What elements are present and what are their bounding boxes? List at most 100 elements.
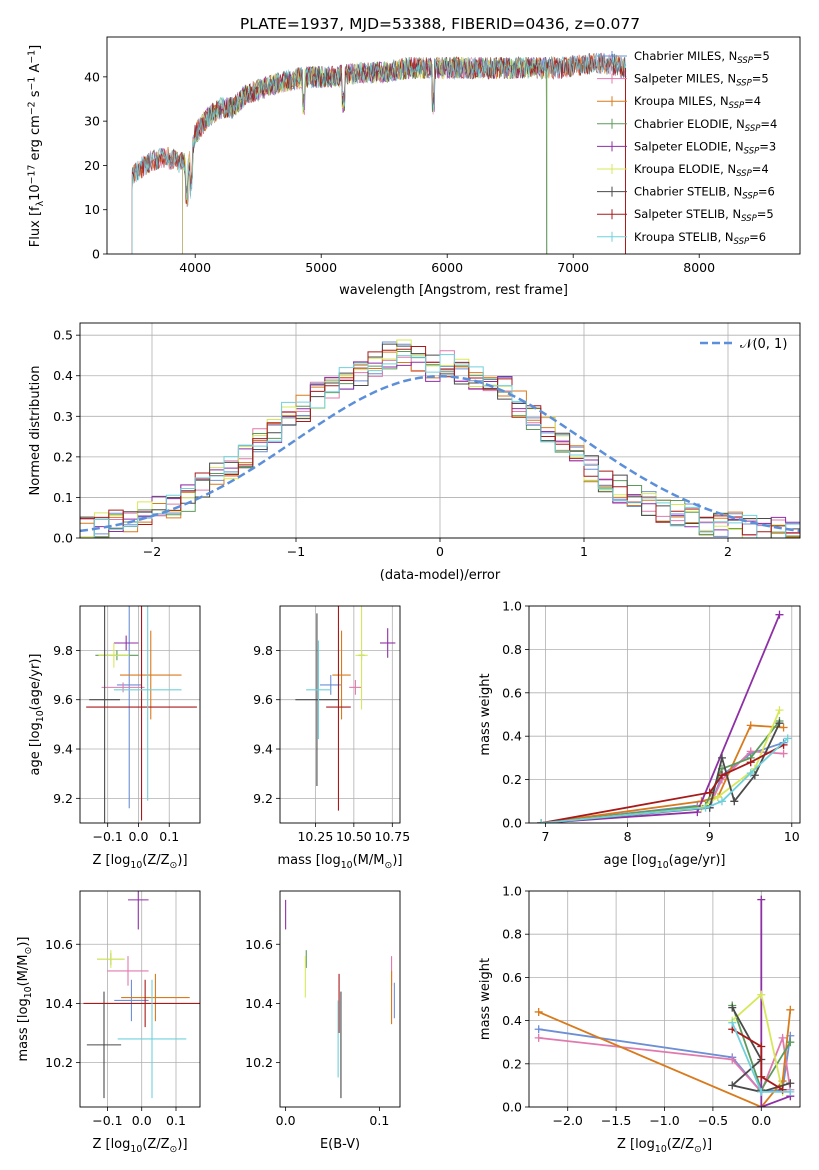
y-tick-label: 0.2 (53, 449, 73, 464)
x-axis-label: Z [log10(Z/Z⊙)] (92, 853, 187, 871)
x-tick-label: 0 (436, 544, 444, 559)
y-tick-label: 0.8 (502, 642, 522, 657)
axes-frame (528, 890, 801, 1108)
legend-label-kroupa_elodie: Kroupa ELODIE, NSSP=4 (634, 162, 769, 179)
x-tick-label: 0.0 (132, 1113, 152, 1128)
panels: 4000 5000 6000 7000 8000010203040wavelength … (16, 36, 801, 1155)
spectrum-lines (131, 52, 627, 254)
x-tick-label: 0.0 (129, 829, 149, 844)
x-tick-label: 6000 (431, 260, 463, 275)
series-marker-chabrier_stelib (728, 1003, 737, 1012)
series-marker-salpeter_stelib (717, 771, 726, 780)
series-marker-kroupa_miles (779, 723, 788, 732)
x-tick-label: 0.0 (751, 1113, 771, 1128)
x-tick-label: −0.5 (698, 1113, 728, 1128)
y-tick-label: 9.8 (253, 643, 273, 658)
legend-label-salpeter_elodie: Salpeter ELODIE, NSSP=3 (634, 139, 776, 156)
x-tick-label: −1.5 (601, 1113, 631, 1128)
spectrum-line-salpeter_miles (131, 52, 627, 254)
series-marker-salpeter_elodie (757, 895, 766, 904)
spectrum-legend: Chabrier MILES, NSSP=5 Salpeter MILES, NS… (597, 49, 777, 247)
legend-label-chabrier_elodie: Chabrier ELODIE, NSSP=4 (634, 117, 777, 134)
x-axis-label: wavelength [Angstrom, rest frame] (339, 283, 568, 298)
y-axis-label: mass weight (478, 958, 493, 1040)
series-marker-kroupa_elodie (713, 792, 722, 801)
y-tick-label: 0.6 (502, 970, 522, 985)
mass_vs_age-points (295, 606, 396, 811)
spectrum-line-chabrier_stelib (131, 53, 627, 254)
y-tick-label: 1.0 (502, 599, 522, 614)
series-marker-chabrier_miles (534, 1025, 543, 1034)
x-axis-label: age [log10(age/yr)] (604, 853, 726, 871)
spectrum-panel: 4000 5000 6000 7000 8000 0 10 20 30 40 wavelength … (26, 36, 801, 298)
age_vs_weight-panel: 7 8 9 10 0.0 0.2 0.4 0.6 0.8 1.0 age [log10(age/yr… (478, 599, 801, 871)
series-marker-chabrier_stelib (717, 753, 726, 762)
x-tick-label: 1 (580, 544, 588, 559)
series-marker-kroupa_elodie (757, 990, 766, 999)
ebv_vs_mass-points (285, 899, 395, 1099)
z_vs_age-points (86, 606, 197, 823)
axes-frame (79, 890, 201, 1108)
y-tick-label: 10 (84, 202, 100, 217)
y-tick-label: 9.8 (53, 643, 73, 658)
x-tick-label: 0.0 (276, 1113, 296, 1128)
x-axis-label: Z [log10(Z/Z⊙)] (617, 1137, 712, 1155)
spectrum-line-kroupa_stelib (131, 52, 627, 254)
y-tick-label: 0 (92, 247, 100, 262)
x-tick-label: −0.1 (92, 1113, 122, 1128)
y-tick-label: 30 (84, 114, 100, 129)
series-marker-chabrier_stelib (786, 1079, 795, 1088)
x-tick-label: 2 (724, 544, 732, 559)
y-axis-label: age [log10(age/yr)] (28, 654, 46, 776)
y-tick-label: 40 (84, 69, 100, 84)
y-tick-label: 10.4 (245, 996, 273, 1011)
series-marker-salpeter_elodie (775, 610, 784, 619)
x-tick-label: 0.1 (166, 1113, 186, 1128)
figure-title: PLATE=1937, MJD=53388, FIBERID=0436, z=0… (240, 15, 640, 33)
y-tick-label: 0.6 (502, 685, 522, 700)
x-tick-label: 7 (541, 829, 549, 844)
z_vs_mass-panel: −0.1 0.0 0.1 10.2 10.4 10.6 Z [log10(Z/Z⊙)] mas… (16, 890, 201, 1155)
y-tick-label: 10.2 (45, 1055, 73, 1070)
y-tick-label: 0.1 (53, 490, 73, 505)
x-tick-label: 0.1 (369, 1113, 389, 1128)
x-tick-label: 8 (624, 829, 632, 844)
x-axis-label: mass [log10(M/M⊙)] (278, 853, 403, 871)
y-tick-label: 9.2 (253, 791, 273, 806)
y-tick-label: 9.4 (53, 742, 73, 757)
series-marker-kroupa_elodie (775, 706, 784, 715)
legend-label-chabrier_stelib: Chabrier STELIB, NSSP=6 (634, 185, 775, 202)
y-tick-label: 9.2 (53, 791, 73, 806)
y-tick-label: 0.4 (502, 1013, 522, 1028)
y-tick-label: 9.6 (53, 692, 73, 707)
legend-label-normal: 𝒩(0, 1) (740, 337, 787, 352)
x-tick-label: −1 (287, 544, 305, 559)
series-marker-kroupa_miles (786, 1005, 795, 1014)
y-tick-label: 0.0 (502, 816, 522, 831)
series-line-kroupa_miles (538, 1009, 792, 1107)
series-marker-chabrier_elodie (786, 1038, 795, 1047)
y-axis-label: mass [log10(M/M⊙)] (16, 937, 34, 1062)
series-marker-salpeter_miles (779, 749, 788, 758)
series-marker-salpeter_miles (534, 1033, 543, 1042)
series-line-salpeter_elodie (541, 614, 781, 823)
y-tick-label: 10.6 (45, 937, 73, 952)
y-tick-label: 0.4 (53, 368, 73, 383)
z_vs_weight-panel: −2.0 −1.5 −1.0 −0.5 0.0 0.0 0.2 0.4 0.6 0.8 1.0 Z [… (478, 884, 801, 1155)
y-tick-label: 9.6 (253, 692, 273, 707)
y-axis-label: mass weight (478, 673, 493, 755)
z_vs_mass-points (83, 891, 200, 1099)
x-tick-label: 0.1 (159, 829, 179, 844)
y-tick-label: 0.0 (53, 531, 73, 546)
x-tick-label: 10 (784, 829, 800, 844)
mass_vs_age-panel: 10.25 10.50 10.75 9.2 9.4 9.6 9.8 mass [log10(M… (253, 605, 410, 871)
y-tick-label: 0.0 (502, 1100, 522, 1115)
ebv_vs_mass-panel: 0.0 0.1 10.2 10.4 10.6 E(B-V) (245, 890, 401, 1152)
series-marker-kroupa_stelib (728, 1018, 737, 1027)
axes-frame (279, 890, 401, 1108)
y-tick-label: 10.4 (45, 996, 73, 1011)
y-tick-label: 0.2 (502, 1056, 522, 1071)
y-axis-label: Normed distribution (28, 366, 43, 496)
x-tick-label: 10.50 (336, 829, 372, 844)
